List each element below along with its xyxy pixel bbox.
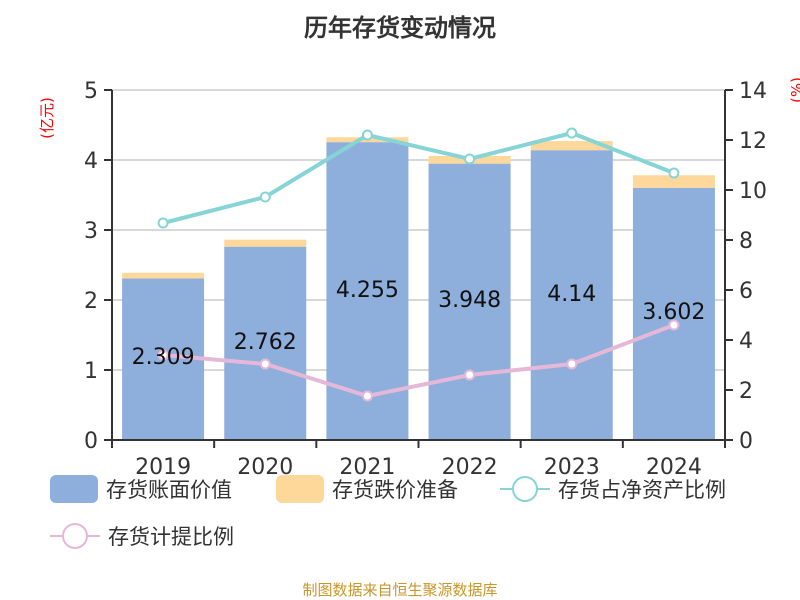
left-tick-label: 4 bbox=[84, 149, 98, 174]
right-axis-label: (%) bbox=[788, 77, 800, 103]
legend-item-book-value[interactable]: 存货账面价值 bbox=[50, 474, 232, 504]
bar-data-label: 4.255 bbox=[336, 278, 399, 303]
line-point bbox=[566, 358, 578, 370]
bar-book-value bbox=[632, 187, 715, 440]
x-tick-label: 2021 bbox=[339, 455, 395, 480]
right-tick-label: 4 bbox=[739, 329, 753, 354]
legend-label: 存货账面价值 bbox=[106, 478, 232, 502]
left-tick-label: 5 bbox=[84, 79, 98, 104]
right-tick-label: 14 bbox=[739, 79, 767, 104]
line-point bbox=[361, 390, 373, 402]
legend-label: 存货计提比例 bbox=[108, 525, 234, 549]
bar-book-value bbox=[530, 150, 613, 440]
line-point bbox=[361, 129, 373, 141]
bar-book-value bbox=[224, 246, 307, 440]
line-series bbox=[162, 323, 675, 399]
left-axis-label: (亿元) bbox=[38, 97, 56, 139]
line-series bbox=[162, 130, 675, 225]
legend-line-icon bbox=[500, 476, 550, 502]
bar-reserve bbox=[122, 272, 205, 279]
left-tick-label: 2 bbox=[84, 289, 98, 314]
left-tick-label: 3 bbox=[84, 219, 98, 244]
bar-book-value bbox=[428, 163, 511, 440]
bar-reserve bbox=[224, 239, 307, 247]
source-note: 制图数据来自恒生聚源数据库 bbox=[302, 581, 498, 599]
right-tick-label: 10 bbox=[739, 179, 767, 204]
x-tick-label: 2022 bbox=[442, 455, 498, 480]
right-tick-label: 12 bbox=[739, 129, 767, 154]
x-tick-label: 2023 bbox=[544, 455, 600, 480]
legend-swatch bbox=[276, 475, 324, 503]
line-point bbox=[668, 319, 680, 331]
bar-data-label: 2.309 bbox=[132, 345, 195, 370]
bar-data-label: 3.602 bbox=[642, 300, 705, 325]
left-tick-label: 1 bbox=[84, 359, 98, 384]
legend-label: 存货跌价准备 bbox=[332, 478, 458, 502]
line-point bbox=[259, 191, 271, 203]
right-tick-label: 8 bbox=[739, 229, 753, 254]
bar-data-label: 4.14 bbox=[547, 282, 596, 307]
line-point bbox=[464, 369, 476, 381]
bar-data-label: 3.948 bbox=[438, 288, 501, 313]
legend-item-net-asset-ratio[interactable]: 存货占净资产比例 bbox=[500, 474, 726, 504]
legend-swatch bbox=[50, 475, 98, 503]
legend-label: 存货占净资产比例 bbox=[558, 478, 726, 502]
legend-line-icon bbox=[50, 523, 100, 549]
chart-title: 历年存货变动情况 bbox=[304, 14, 496, 42]
bar-data-label: 2.762 bbox=[234, 330, 297, 355]
legend-item-reserve[interactable]: 存货跌价准备 bbox=[276, 474, 458, 504]
left-tick-label: 0 bbox=[84, 429, 98, 454]
line-point bbox=[259, 358, 271, 370]
bar-reserve bbox=[632, 175, 715, 188]
line-point bbox=[464, 153, 476, 165]
line-point bbox=[566, 127, 578, 139]
line-point bbox=[668, 167, 680, 179]
right-tick-label: 2 bbox=[739, 379, 753, 404]
line-point bbox=[157, 349, 169, 361]
x-tick-label: 2019 bbox=[135, 455, 191, 480]
legend-item-provision-ratio[interactable]: 存货计提比例 bbox=[50, 521, 234, 551]
bar-reserve bbox=[530, 141, 613, 151]
right-tick-label: 6 bbox=[739, 279, 753, 304]
line-point bbox=[157, 217, 169, 229]
x-tick-label: 2024 bbox=[646, 455, 702, 480]
right-tick-label: 0 bbox=[739, 429, 753, 454]
